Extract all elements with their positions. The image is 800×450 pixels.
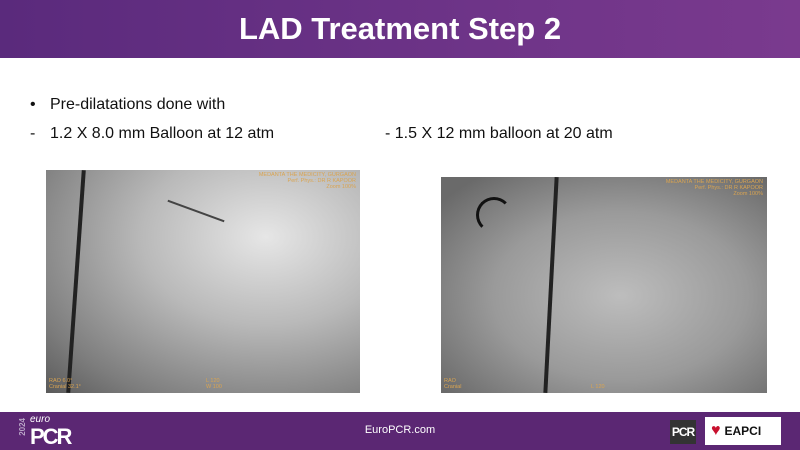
slide-footer: 2024 euro PCR EuroPCR.com PCR ♥ EAPCI (0, 412, 800, 450)
predilatation-2: - 1.5 X 12 mm balloon at 20 atm (385, 125, 613, 142)
bullet-marker: • (30, 96, 36, 113)
image-overlay-hospital: MEDANTA THE MEDICITY, GURGAON Perf. Phys… (258, 172, 356, 190)
heart-icon: ♥ (711, 422, 721, 439)
angiogram-image-1: MEDANTA THE MEDICITY, GURGAON Perf. Phys… (46, 170, 360, 393)
image-overlay-angle: RAO 6.0° Cranial 32.1° (49, 378, 81, 390)
slide-title: LAD Treatment Step 2 (238, 11, 562, 46)
predilatation-1: 1.2 X 8.0 mm Balloon at 12 atm (50, 125, 275, 142)
angiogram-image-2: MEDANTA THE MEDICITY, GURGAON Perf. Phys… (441, 177, 767, 393)
image-overlay-window: L 120 (591, 384, 605, 390)
pcr-logo: PCR (670, 420, 696, 444)
dash-marker: - (30, 125, 36, 142)
footer-website: EuroPCR.com (364, 424, 436, 436)
image-overlay-hospital: MEDANTA THE MEDICITY, GURGAON Perf. Phys… (665, 179, 763, 197)
slide-header: LAD Treatment Step 2 (0, 0, 800, 58)
bullet-text: Pre-dilatations done with (50, 96, 226, 113)
bullet-item: • Pre-dilatations done with (30, 96, 225, 114)
image-overlay-window: L 120 W 100 (206, 378, 222, 390)
eapci-logo: ♥ EAPCI (705, 417, 781, 445)
image-overlay-angle: RAO Cranial (444, 378, 462, 390)
